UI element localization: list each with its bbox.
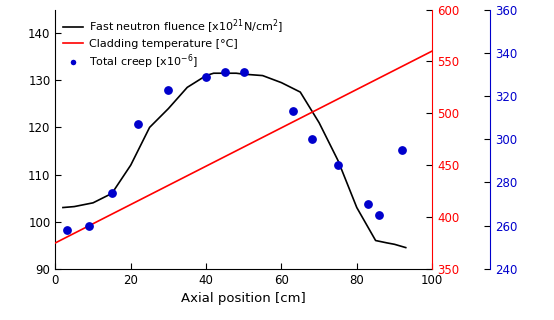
Total creep [x10$^{-6}$] (85, 223, 94, 228)
Fast neutron fluence [x10$^{21}$N/cm$^{2}$] (109, 191, 115, 195)
Total creep [x10$^{-6}$] (202, 74, 211, 79)
Fast neutron fluence [x10$^{21}$N/cm$^{2}$] (90, 201, 96, 205)
Total creep [x10$^{-6}$] (220, 70, 229, 75)
Fast neutron fluence [x10$^{21}$N/cm$^{2}$] (372, 239, 379, 243)
Fast neutron fluence [x10$^{21}$N/cm$^{2}$] (335, 158, 341, 162)
Fast neutron fluence [x10$^{21}$N/cm$^{2}$] (402, 246, 409, 250)
Total creep [x10$^{-6}$] (375, 212, 384, 217)
Fast neutron fluence [x10$^{21}$N/cm$^{2}$] (184, 85, 191, 89)
Fast neutron fluence [x10$^{21}$N/cm$^{2}$] (165, 107, 172, 110)
Total creep [x10$^{-6}$] (307, 137, 316, 142)
Total creep [x10$^{-6}$] (363, 202, 372, 207)
Fast neutron fluence [x10$^{21}$N/cm$^{2}$] (211, 71, 217, 75)
Fast neutron fluence [x10$^{21}$N/cm$^{2}$] (353, 206, 360, 210)
Legend: Fast neutron fluence [x10$^{21}$N/cm$^{2}$], Cladding temperature [°C], Total cr: Fast neutron fluence [x10$^{21}$N/cm$^{2… (61, 15, 285, 73)
Fast neutron fluence [x10$^{21}$N/cm$^{2}$] (383, 241, 390, 245)
Total creep [x10$^{-6}$] (398, 148, 407, 153)
Line: Fast neutron fluence [x10$^{21}$N/cm$^{2}$]: Fast neutron fluence [x10$^{21}$N/cm$^{2… (63, 73, 406, 248)
Fast neutron fluence [x10$^{21}$N/cm$^{2}$] (316, 121, 322, 124)
Total creep [x10$^{-6}$] (288, 108, 297, 114)
Fast neutron fluence [x10$^{21}$N/cm$^{2}$] (146, 125, 153, 129)
Total creep [x10$^{-6}$] (164, 87, 173, 92)
Fast neutron fluence [x10$^{21}$N/cm$^{2}$] (391, 242, 398, 246)
Total creep [x10$^{-6}$] (239, 70, 248, 75)
Fast neutron fluence [x10$^{21}$N/cm$^{2}$] (233, 71, 239, 75)
Total creep [x10$^{-6}$] (134, 122, 143, 127)
Fast neutron fluence [x10$^{21}$N/cm$^{2}$] (297, 90, 304, 94)
Fast neutron fluence [x10$^{21}$N/cm$^{2}$] (259, 74, 266, 77)
Fast neutron fluence [x10$^{21}$N/cm$^{2}$] (278, 81, 285, 84)
Fast neutron fluence [x10$^{21}$N/cm$^{2}$] (222, 71, 228, 75)
Fast neutron fluence [x10$^{21}$N/cm$^{2}$] (127, 163, 134, 167)
Fast neutron fluence [x10$^{21}$N/cm$^{2}$] (71, 205, 78, 209)
Fast neutron fluence [x10$^{21}$N/cm$^{2}$] (203, 74, 209, 77)
Total creep [x10$^{-6}$] (62, 227, 71, 232)
Fast neutron fluence [x10$^{21}$N/cm$^{2}$] (240, 72, 247, 76)
Total creep [x10$^{-6}$] (334, 163, 342, 168)
Fast neutron fluence [x10$^{21}$N/cm$^{2}$] (60, 206, 66, 210)
Total creep [x10$^{-6}$] (107, 191, 116, 196)
X-axis label: Axial position [cm]: Axial position [cm] (181, 292, 306, 305)
